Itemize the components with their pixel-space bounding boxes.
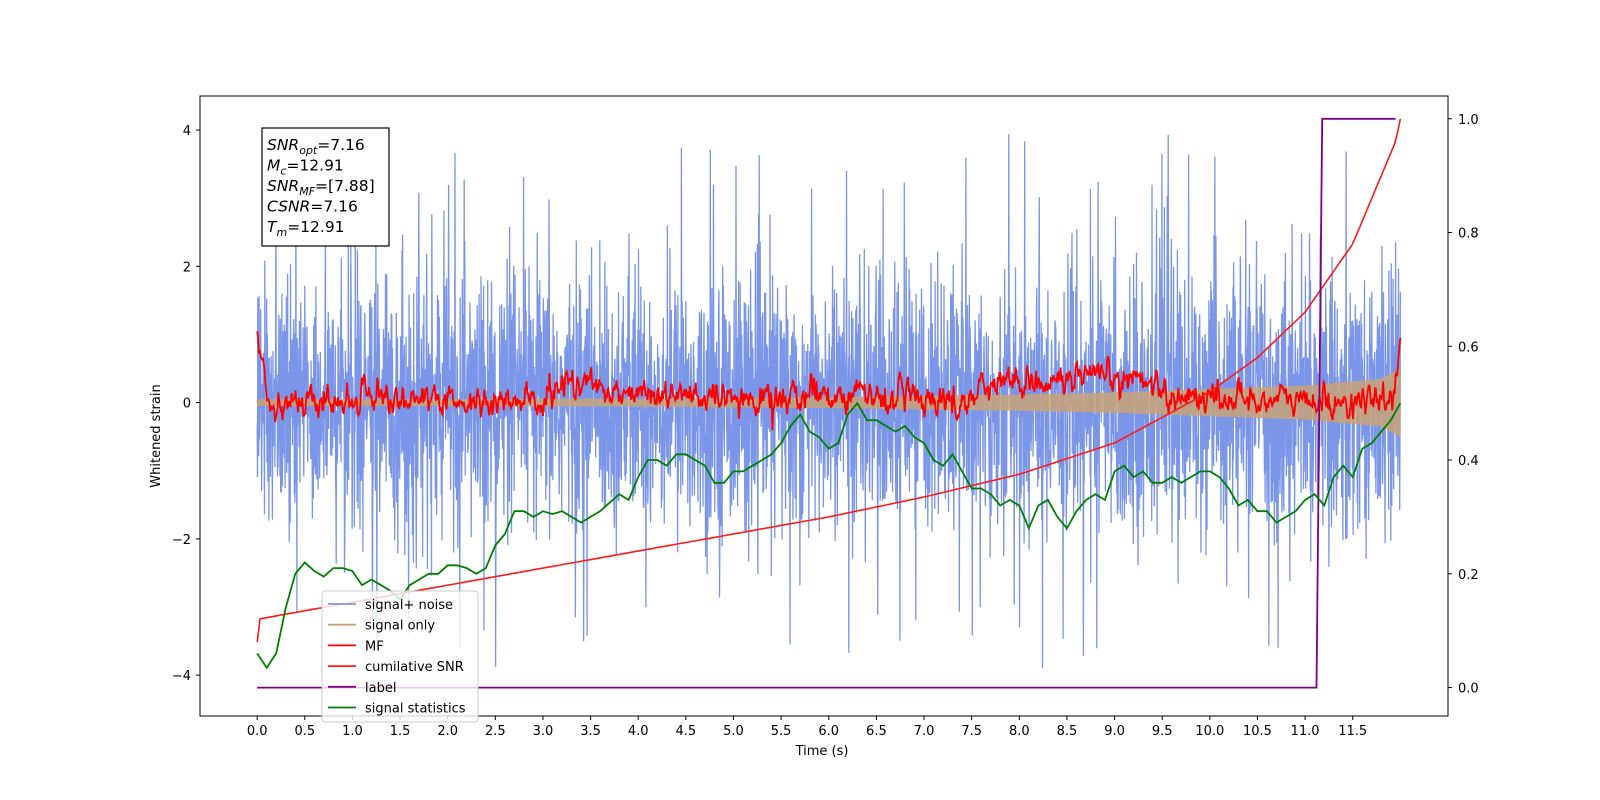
x-tick-label: 2.5 bbox=[485, 724, 506, 739]
y-tick-label: 2 bbox=[183, 260, 191, 275]
annotation-value: =[7.88] bbox=[315, 177, 375, 195]
x-tick-label: 10.5 bbox=[1243, 724, 1272, 739]
statistics-annotation-box: SNRopt=7.16Mc=12.91SNRMF=[7.88]CSNR=7.16… bbox=[261, 127, 390, 247]
x-tick-label: 3.5 bbox=[580, 724, 601, 739]
annotation-symbol: SNR bbox=[267, 177, 299, 195]
x-tick-label: 0.0 bbox=[247, 724, 268, 739]
x-tick-label: 8.0 bbox=[1009, 724, 1030, 739]
x-tick-label: 5.5 bbox=[771, 724, 792, 739]
x-tick-label: 11.5 bbox=[1338, 724, 1367, 739]
annotation-value: =7.16 bbox=[310, 198, 358, 216]
y-right-tick-label: 0.4 bbox=[1458, 454, 1479, 469]
legend-entry: label bbox=[365, 681, 396, 696]
annotation-value: =12.91 bbox=[287, 218, 344, 236]
y-tick-label: 4 bbox=[183, 124, 191, 139]
x-tick-label: 0.5 bbox=[294, 724, 315, 739]
y-right-tick-label: 0.8 bbox=[1458, 227, 1479, 242]
x-tick-label: 9.5 bbox=[1152, 724, 1173, 739]
y-tick-label: 0 bbox=[183, 397, 191, 412]
annotation-symbol: M bbox=[267, 157, 280, 175]
annotation-subscript: opt bbox=[299, 144, 318, 157]
x-tick-label: 6.0 bbox=[818, 724, 839, 739]
series-signal-statistics bbox=[256, 401, 1402, 670]
x-tick-label: 3.0 bbox=[533, 724, 554, 739]
x-tick-label: 1.0 bbox=[342, 724, 363, 739]
annotation-frame bbox=[261, 127, 390, 247]
annotation-line: SNRMF=[7.88] bbox=[267, 177, 375, 198]
y-right-tick-label: 0.6 bbox=[1458, 340, 1479, 355]
y-tick-label: −4 bbox=[172, 669, 191, 684]
x-tick-label: 7.5 bbox=[961, 724, 982, 739]
legend-entry: cumilative SNR bbox=[365, 660, 464, 675]
legend-frame bbox=[321, 590, 479, 723]
x-tick-label: 11.0 bbox=[1291, 724, 1320, 739]
annotation-subscript: MF bbox=[299, 185, 315, 198]
annotation-symbol: T bbox=[267, 218, 278, 236]
x-tick-label: 4.0 bbox=[628, 724, 649, 739]
legend-entry: signal statistics bbox=[365, 702, 466, 717]
x-tick-label: 10.0 bbox=[1195, 724, 1224, 739]
plot-series bbox=[256, 117, 1402, 689]
annotation-value: =12.91 bbox=[286, 157, 343, 175]
annotation-line: Tm=12.91 bbox=[267, 218, 345, 239]
legend-entry: signal+ noise bbox=[365, 598, 453, 613]
plot-frame bbox=[199, 95, 1449, 717]
legend-entry: MF bbox=[365, 639, 384, 654]
annotation-symbol: SNR bbox=[267, 136, 299, 154]
legend-entry: signal only bbox=[365, 619, 435, 634]
annotation-line: CSNR=7.16 bbox=[267, 198, 358, 216]
y-tick-label: −2 bbox=[172, 533, 191, 548]
x-tick-label: 6.5 bbox=[866, 724, 887, 739]
x-tick-label: 7.0 bbox=[914, 724, 935, 739]
annotation-subscript: m bbox=[276, 226, 287, 239]
x-tick-label: 8.5 bbox=[1057, 724, 1078, 739]
annotation-line: SNRopt=7.16 bbox=[267, 136, 365, 157]
y-axis-label: Whitened strain bbox=[149, 384, 164, 487]
x-tick-label: 9.0 bbox=[1104, 724, 1125, 739]
legend: signal+ noise signal only MF cumilative SNR… bbox=[321, 590, 479, 723]
annotation-line: Mc=12.91 bbox=[267, 157, 344, 178]
annotation-subscript: c bbox=[280, 165, 286, 178]
series-label bbox=[257, 117, 1396, 689]
x-tick-label: 1.5 bbox=[390, 724, 411, 739]
x-tick-label: 2.0 bbox=[437, 724, 458, 739]
x-axis-label: Time (s) bbox=[795, 744, 849, 759]
y-right-tick-label: 0.0 bbox=[1458, 682, 1479, 697]
annotation-value: =7.16 bbox=[317, 136, 365, 154]
series-signal-noise bbox=[256, 133, 1402, 669]
series-cumulative-snr bbox=[256, 118, 1402, 643]
x-tick-label: 5.0 bbox=[723, 724, 744, 739]
annotation-symbol: CSNR bbox=[267, 198, 310, 216]
y-right-tick-label: 0.2 bbox=[1458, 568, 1479, 583]
axis-ticks: 0.0 0.5 1.0 1.5 2.0 2.5 3.0 3.5 4.0 4.5 5.0 5.5 6.0 6… bbox=[172, 113, 1479, 739]
x-tick-label: 4.5 bbox=[676, 724, 697, 739]
y-right-tick-label: 1.0 bbox=[1458, 113, 1479, 128]
